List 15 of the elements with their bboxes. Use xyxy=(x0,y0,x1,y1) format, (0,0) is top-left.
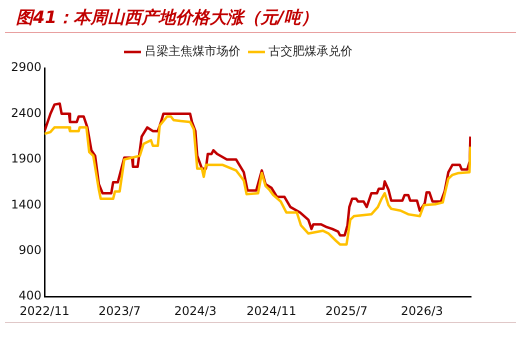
y-tick-label: 400 xyxy=(18,288,42,303)
y-tick-label: 900 xyxy=(18,243,42,258)
chart-title: 图41：本周山西产地价格大涨（元/吨） xyxy=(15,7,319,30)
y-tick-label: 2900 xyxy=(10,60,42,74)
x-tick-label: 2022/11 xyxy=(20,304,70,318)
x-tick-label: 2025/7 xyxy=(325,304,368,318)
x-tick-label: 2024/3 xyxy=(174,304,216,318)
legend-label: 古交肥煤承兑价 xyxy=(268,44,352,58)
legend-label: 吕梁主焦煤市场价 xyxy=(144,44,240,58)
x-tick-label: 2023/7 xyxy=(98,304,141,318)
x-tick-label: 2024/11 xyxy=(246,304,296,318)
y-tick-label: 2400 xyxy=(10,106,42,120)
x-tick-label: 2026/3 xyxy=(400,304,444,318)
y-tick-label: 1400 xyxy=(10,197,42,212)
y-tick-label: 1900 xyxy=(10,152,42,166)
